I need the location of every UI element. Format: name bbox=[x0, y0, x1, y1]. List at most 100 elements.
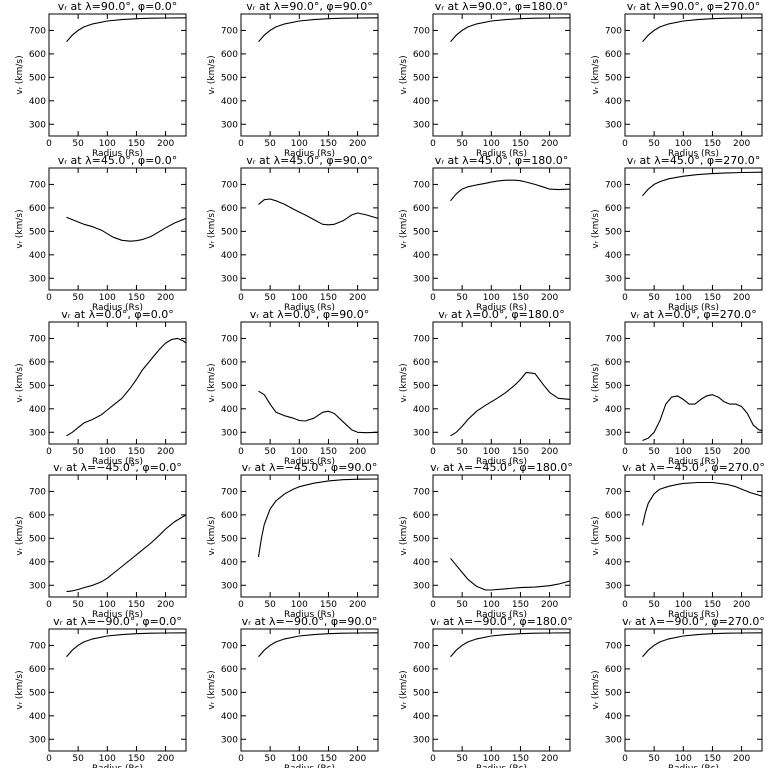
y-tick-label: 700 bbox=[413, 26, 430, 36]
panel-title: vᵣ at λ=−45.0°, φ=0.0° bbox=[53, 461, 182, 474]
plot-frame bbox=[624, 474, 763, 598]
y-tick-label: 400 bbox=[221, 712, 238, 722]
y-tick-label: 300 bbox=[413, 120, 430, 130]
panel-title: vᵣ at λ=45.0°, φ=90.0° bbox=[246, 154, 373, 167]
x-tick-label: 200 bbox=[733, 447, 750, 457]
x-tick-label: 150 bbox=[512, 754, 529, 764]
panel-1-3: vᵣ at λ=90.0°, φ=180.0° 0 50 100 150 200 300 40… bbox=[399, 0, 571, 159]
y-tick-label: 300 bbox=[413, 274, 430, 284]
x-tick-label: 0 bbox=[238, 293, 244, 303]
y-tick-label: 700 bbox=[221, 487, 238, 497]
x-tick-label: 50 bbox=[72, 600, 84, 610]
x-tick-label: 150 bbox=[704, 293, 721, 303]
x-tick-label: 200 bbox=[541, 447, 558, 457]
y-axis-label: vᵣ (km/s) bbox=[399, 55, 409, 94]
x-tick-label: 0 bbox=[622, 293, 628, 303]
y-tick-label: 600 bbox=[221, 665, 238, 675]
x-tick-label: 100 bbox=[99, 293, 116, 303]
y-axis-label: vᵣ (km/s) bbox=[15, 55, 25, 94]
x-axis-label: Radius (Rs) bbox=[476, 610, 527, 620]
series-line bbox=[450, 371, 571, 437]
panel-title: vᵣ at λ=0.0°, φ=90.0° bbox=[250, 308, 370, 321]
x-tick-label: 200 bbox=[541, 293, 558, 303]
panel-title: vᵣ at λ=90.0°, φ=270.0° bbox=[627, 0, 761, 13]
x-tick-label: 100 bbox=[675, 293, 692, 303]
panel-1-2: vᵣ at λ=90.0°, φ=90.0° 0 50 100 150 200 300 400… bbox=[207, 0, 379, 159]
x-tick-label: 0 bbox=[430, 754, 436, 764]
x-tick-label: 0 bbox=[430, 293, 436, 303]
y-tick-label: 500 bbox=[605, 381, 622, 391]
plot-frame bbox=[624, 628, 763, 752]
panel-3-3: vᵣ at λ=0.0°, φ=180.0° 0 50 100 150 200 300 400… bbox=[399, 308, 571, 467]
x-tick-label: 150 bbox=[128, 754, 145, 764]
series-line bbox=[258, 17, 379, 43]
x-tick-label: 50 bbox=[456, 600, 468, 610]
x-tick-label: 50 bbox=[456, 754, 468, 764]
x-tick-label: 200 bbox=[541, 139, 558, 149]
y-tick-label: 700 bbox=[605, 487, 622, 497]
y-tick-label: 300 bbox=[221, 581, 238, 591]
y-tick-label: 700 bbox=[605, 26, 622, 36]
panel-title: vᵣ at λ=45.0°, φ=180.0° bbox=[435, 154, 569, 167]
panel-title: vᵣ at λ=45.0°, φ=270.0° bbox=[627, 154, 761, 167]
panel-title: vᵣ at λ=−45.0°, φ=270.0° bbox=[622, 461, 765, 474]
panel-title: vᵣ at λ=0.0°, φ=0.0° bbox=[61, 308, 174, 321]
series-line bbox=[258, 390, 379, 434]
y-tick-label: 400 bbox=[413, 251, 430, 261]
y-axis-label: vᵣ (km/s) bbox=[399, 363, 409, 402]
x-tick-label: 0 bbox=[430, 139, 436, 149]
x-tick-label: 150 bbox=[320, 600, 337, 610]
y-tick-label: 600 bbox=[605, 50, 622, 60]
series-line bbox=[641, 481, 763, 526]
y-tick-label: 700 bbox=[221, 641, 238, 651]
y-tick-label: 400 bbox=[29, 251, 46, 261]
x-tick-label: 0 bbox=[622, 139, 628, 149]
plot-frame bbox=[48, 321, 187, 445]
panel-title: vᵣ at λ=−45.0°, φ=180.0° bbox=[430, 461, 573, 474]
y-tick-label: 700 bbox=[605, 641, 622, 651]
x-axis-label: Radius (Rs) bbox=[284, 303, 335, 313]
x-axis-label: Radius (Rs) bbox=[476, 764, 527, 768]
y-tick-label: 300 bbox=[29, 735, 46, 745]
x-tick-label: 150 bbox=[512, 447, 529, 457]
y-tick-label: 500 bbox=[413, 73, 430, 83]
series-line bbox=[257, 478, 379, 558]
x-tick-label: 200 bbox=[733, 600, 750, 610]
x-tick-label: 100 bbox=[99, 447, 116, 457]
plot-frame bbox=[624, 13, 763, 137]
y-tick-label: 500 bbox=[413, 534, 430, 544]
plot-frame bbox=[432, 13, 571, 137]
x-tick-label: 200 bbox=[349, 293, 366, 303]
y-tick-label: 300 bbox=[413, 735, 430, 745]
x-tick-label: 200 bbox=[733, 293, 750, 303]
y-axis-label: vᵣ (km/s) bbox=[207, 209, 217, 248]
y-tick-label: 700 bbox=[413, 641, 430, 651]
y-tick-label: 700 bbox=[29, 180, 46, 190]
x-tick-label: 50 bbox=[72, 447, 84, 457]
y-tick-label: 700 bbox=[221, 334, 238, 344]
x-tick-label: 100 bbox=[483, 139, 500, 149]
y-axis-label: vᵣ (km/s) bbox=[591, 363, 601, 402]
y-tick-label: 400 bbox=[221, 97, 238, 107]
panel-title: vᵣ at λ=−45.0°, φ=90.0° bbox=[242, 461, 378, 474]
x-tick-label: 200 bbox=[349, 139, 366, 149]
x-tick-label: 100 bbox=[483, 447, 500, 457]
panel-title: vᵣ at λ=90.0°, φ=180.0° bbox=[435, 0, 569, 13]
panel-title: vᵣ at λ=45.0°, φ=0.0° bbox=[58, 154, 178, 167]
y-tick-label: 500 bbox=[605, 534, 622, 544]
x-tick-label: 100 bbox=[291, 139, 308, 149]
x-axis-label: Radius (Rs) bbox=[668, 610, 719, 620]
x-axis-label: Radius (Rs) bbox=[668, 149, 719, 159]
x-tick-label: 0 bbox=[238, 139, 244, 149]
y-tick-label: 500 bbox=[605, 688, 622, 698]
x-tick-label: 0 bbox=[238, 754, 244, 764]
panel-5-3: vᵣ at λ=−90.0°, φ=180.0° 0 50 100 150 200 300 4… bbox=[399, 615, 573, 768]
series-line bbox=[642, 17, 763, 43]
panel-5-4: vᵣ at λ=−90.0°, φ=270.0° 0 50 100 150 200 300 4… bbox=[591, 615, 765, 768]
y-axis-label: vᵣ (km/s) bbox=[591, 55, 601, 94]
plot-frame bbox=[240, 13, 379, 137]
plot-frame bbox=[48, 474, 187, 598]
y-tick-label: 700 bbox=[413, 180, 430, 190]
x-tick-label: 150 bbox=[128, 293, 145, 303]
